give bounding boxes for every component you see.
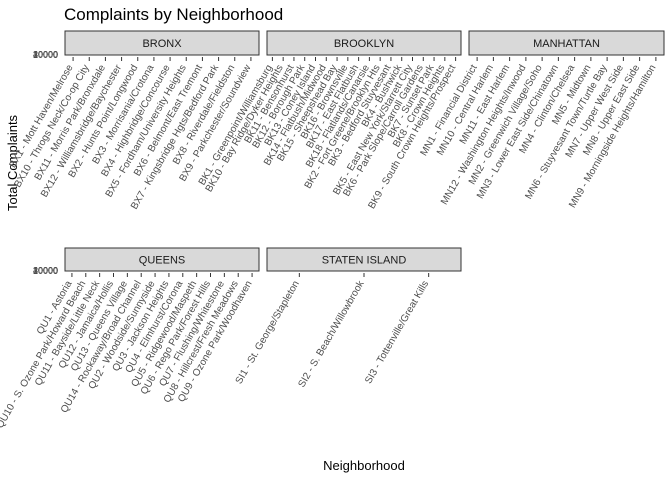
facet-strip-label: QUEENS xyxy=(139,255,185,267)
facet-strip xyxy=(64,30,260,56)
y-tick-label: 10000 xyxy=(33,266,58,276)
facet-strip xyxy=(266,30,462,56)
facet-strip xyxy=(64,247,260,272)
x-tick-label: SI2 - S. Beach/Willowbrook xyxy=(296,278,367,389)
y-tick-label: 30000 xyxy=(33,50,58,60)
facet-strip xyxy=(266,247,462,272)
y-tick-label: 20000 xyxy=(33,50,58,60)
chart-title: Complaints by Neighborhood xyxy=(64,5,283,24)
facet-strip-label: MANHATTAN xyxy=(533,38,600,50)
facet-strip xyxy=(468,30,665,56)
y-tick-label: 0 xyxy=(53,266,58,276)
y-tick-label: 40000 xyxy=(33,265,58,275)
y-tick-label: 30000 xyxy=(33,266,58,276)
x-tick-label: SI3 - Tottenville/Great Kills xyxy=(363,279,431,386)
y-tick-label: 40000 xyxy=(33,49,58,59)
facet-strip-label: BRONX xyxy=(142,38,182,50)
y-axis-title: Total Complaints xyxy=(5,114,20,211)
y-tick-label: 20000 xyxy=(33,266,58,276)
x-axis-title: Neighborhood xyxy=(323,458,405,473)
y-tick-label: 0 xyxy=(53,50,58,60)
facet-strip-label: BROOKLYN xyxy=(334,38,394,50)
y-tick-label: 10000 xyxy=(33,50,58,60)
facet-strip-label: STATEN ISLAND xyxy=(322,255,407,267)
